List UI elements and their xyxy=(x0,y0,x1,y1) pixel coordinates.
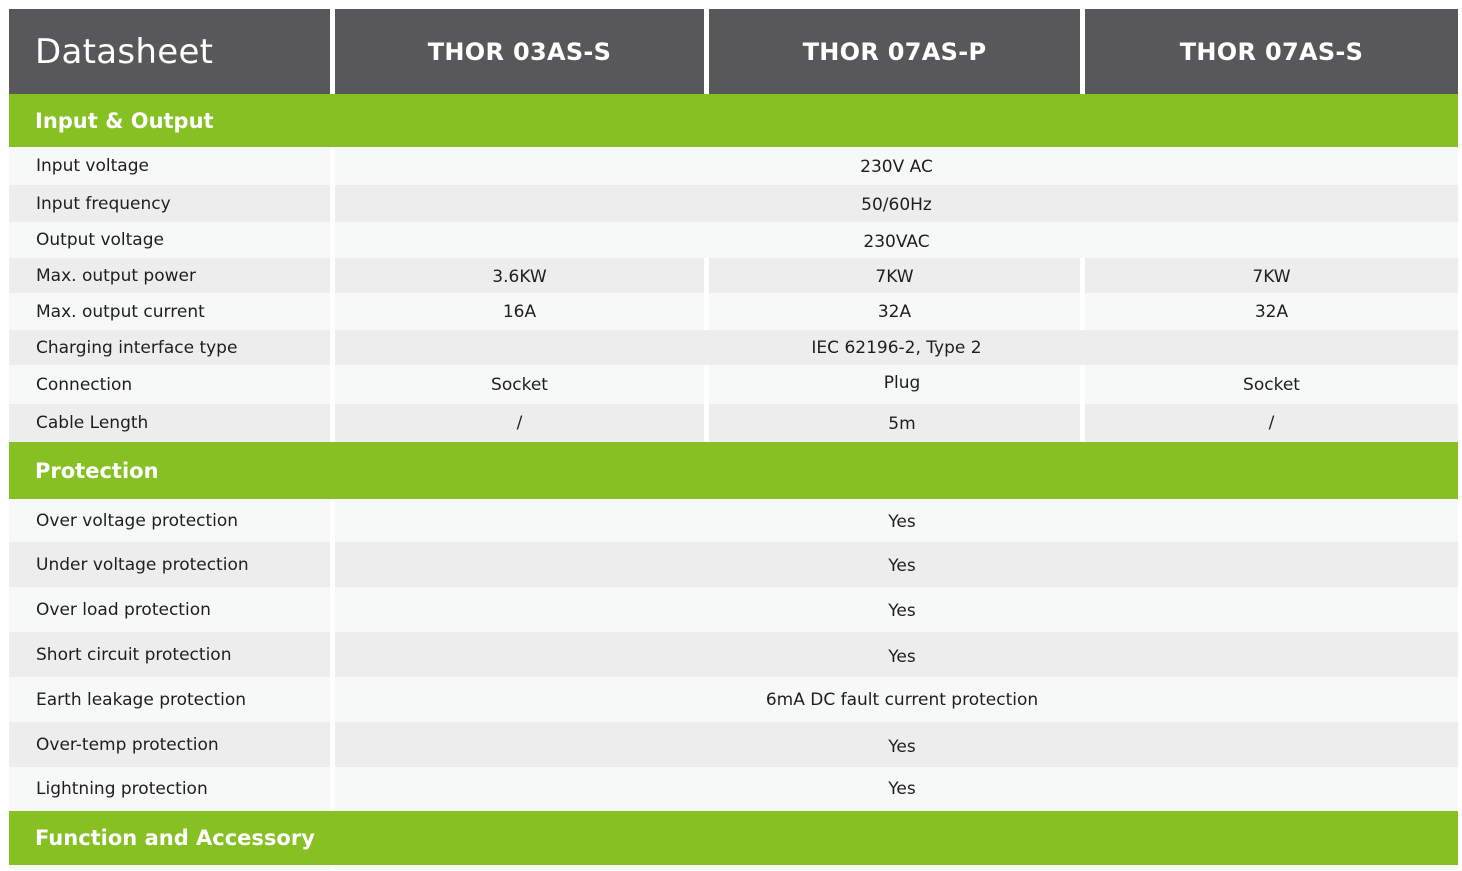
row-value: IEC 62196-2, Type 2 xyxy=(811,337,982,358)
row-label: Input voltage xyxy=(36,156,149,176)
model-header-3: THOR 07AS-S xyxy=(1085,9,1458,94)
row-value: 5m xyxy=(888,414,916,434)
row-value: 230V AC xyxy=(860,157,933,177)
table-row: Input frequency 50/60Hz xyxy=(9,185,1458,222)
table-row: Output voltage 230VAC xyxy=(9,222,1458,258)
row-value: Yes xyxy=(888,646,916,667)
model-header-2: THOR 07AS-P xyxy=(709,9,1080,94)
row-value: 6mA DC fault current protection xyxy=(765,689,1039,710)
row-value: / xyxy=(516,413,523,433)
section-input-output: Input & Output xyxy=(9,94,1458,147)
table-row: Connection Socket Plug Socket xyxy=(9,365,1458,404)
row-value: 50/60Hz xyxy=(861,194,932,215)
table-row: Lightning protection Yes xyxy=(9,767,1458,811)
row-label: Connection xyxy=(36,374,133,395)
table-row: Over voltage protection Yes xyxy=(9,499,1458,542)
row-label: Output voltage xyxy=(36,230,164,250)
row-value: Yes xyxy=(888,779,916,799)
row-label: Over voltage protection xyxy=(36,510,239,531)
datasheet-table: Datasheet THOR 03AS-S THOR 07AS-P THOR 0… xyxy=(9,9,1458,870)
row-label: Lightning protection xyxy=(36,779,208,799)
row-label: Short circuit protection xyxy=(36,644,232,665)
row-value: Yes xyxy=(888,555,916,576)
datasheet-title: Datasheet xyxy=(9,9,330,94)
row-value: Yes xyxy=(888,600,916,621)
row-value: 32A xyxy=(877,301,912,322)
row-label: Over-temp protection xyxy=(36,734,219,755)
row-label: Over load protection xyxy=(36,599,211,620)
row-label: Earth leakage protection xyxy=(36,689,247,710)
row-value: 32A xyxy=(1254,301,1289,322)
row-label: Max. output current xyxy=(36,301,205,322)
table-row xyxy=(9,865,1458,870)
row-label: Cable Length xyxy=(36,413,149,433)
section-function-accessory: Function and Accessory xyxy=(9,811,1458,865)
section-title: Input & Output xyxy=(35,108,214,133)
section-title: Protection xyxy=(35,458,159,483)
table-row: Charging interface type IEC 62196-2, Typ… xyxy=(9,330,1458,365)
table-row: Input voltage 230V AC xyxy=(9,147,1458,185)
row-value: 7KW xyxy=(1252,266,1291,287)
row-value: 3.6KW xyxy=(492,266,547,287)
table-row: Max. output power 3.6KW 7KW 7KW xyxy=(9,258,1458,293)
section-title: Function and Accessory xyxy=(35,826,315,850)
row-value: 230VAC xyxy=(863,232,930,252)
row-value: 7KW xyxy=(875,266,914,287)
row-value: Plug xyxy=(883,372,921,393)
row-value: Socket xyxy=(1243,374,1300,395)
row-label: Max. output power xyxy=(36,265,196,286)
model-header-1: THOR 03AS-S xyxy=(335,9,704,94)
row-label: Input frequency xyxy=(36,193,171,214)
row-value: Yes xyxy=(888,511,916,532)
table-header: Datasheet THOR 03AS-S THOR 07AS-P THOR 0… xyxy=(9,9,1458,94)
table-row: Cable Length / 5m / xyxy=(9,404,1458,442)
row-label: Under voltage protection xyxy=(36,554,249,575)
row-label: Charging interface type xyxy=(36,337,238,358)
table-row: Max. output current 16A 32A 32A xyxy=(9,293,1458,330)
row-value: 16A xyxy=(502,301,537,322)
table-row: Under voltage protection Yes xyxy=(9,542,1458,587)
row-value: Yes xyxy=(888,736,916,757)
row-value: / xyxy=(1268,413,1275,433)
table-row: Short circuit protection Yes xyxy=(9,632,1458,677)
row-value: Socket xyxy=(491,374,548,395)
table-row: Over-temp protection Yes xyxy=(9,722,1458,767)
table-row: Over load protection Yes xyxy=(9,587,1458,632)
table-row: Earth leakage protection 6mA DC fault cu… xyxy=(9,677,1458,722)
section-protection: Protection xyxy=(9,442,1458,499)
